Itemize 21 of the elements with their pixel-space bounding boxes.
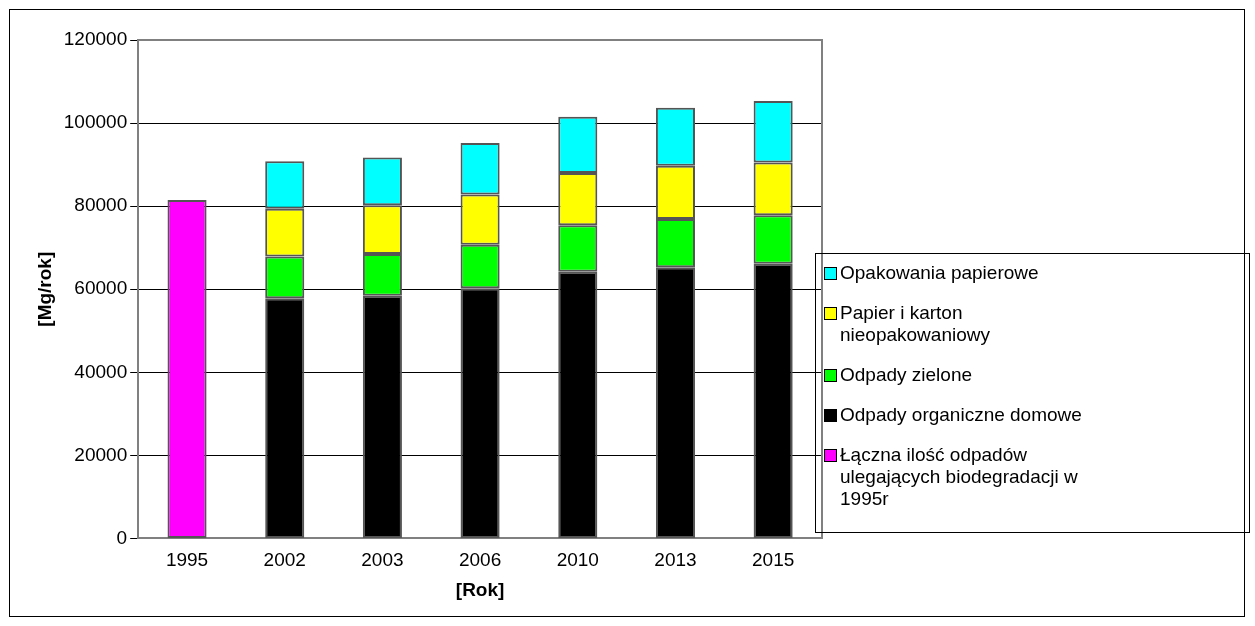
- legend-label: Opakowania papierowe: [840, 262, 1040, 284]
- legend-label: Odpady zielone: [840, 364, 974, 386]
- legend-label: Odpady organiczne domowe: [840, 404, 1083, 426]
- y-tick-label: 120000: [63, 28, 128, 50]
- x-axis-title: [Rok]: [455, 578, 505, 600]
- y-tick-label: 20000: [74, 443, 128, 465]
- x-tick-label: 2003: [361, 549, 404, 571]
- x-tick-label: 2002: [263, 549, 306, 571]
- x-tick-label: 2015: [752, 549, 795, 571]
- legend-label: Papier i karton nieopakowaniowy: [840, 302, 991, 346]
- x-tick-label: 2013: [654, 549, 697, 571]
- y-axis-title: [Mg/rok]: [33, 251, 55, 327]
- y-tick-label: 0: [116, 526, 128, 548]
- y-tick-label: 60000: [74, 277, 128, 299]
- x-tick-label: 1995: [165, 549, 209, 571]
- legend-label: Łączna ilość odpadów ulegających biodegradacji w 1995r: [840, 444, 1079, 510]
- y-tick-label: 80000: [74, 194, 128, 216]
- x-tick-label: 2010: [556, 549, 599, 571]
- y-tick-label: 100000: [63, 111, 128, 133]
- y-tick-label: 40000: [74, 360, 128, 382]
- x-tick-label: 2006: [458, 549, 502, 571]
